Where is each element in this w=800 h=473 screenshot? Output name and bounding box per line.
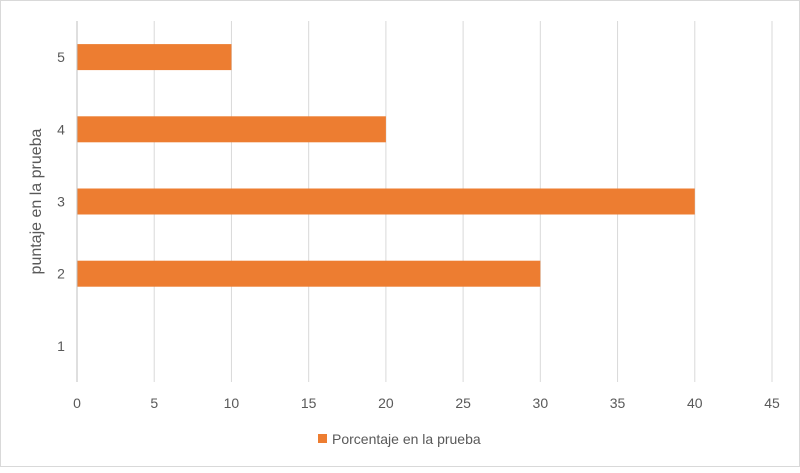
bars — [77, 44, 695, 287]
bar — [77, 44, 232, 71]
legend-label: Porcentaje en la prueba — [332, 431, 481, 447]
bar — [77, 260, 541, 287]
y-tick-label: 4 — [57, 121, 65, 137]
y-tick-labels: 1 2 3 4 5 — [57, 49, 65, 354]
legend-swatch — [318, 434, 327, 443]
x-tick-label: 35 — [610, 395, 626, 411]
x-tick-label: 10 — [224, 395, 240, 411]
x-tick-label: 45 — [764, 395, 780, 411]
x-tick-label: 15 — [301, 395, 317, 411]
x-tick-label: 20 — [378, 395, 394, 411]
y-tick-label: 1 — [57, 338, 65, 354]
x-tick-label: 0 — [73, 395, 81, 411]
y-tick-label: 5 — [57, 49, 65, 65]
legend: Porcentaje en la prueba — [318, 431, 481, 447]
x-tick-label: 30 — [533, 395, 549, 411]
x-tick-label: 5 — [150, 395, 158, 411]
x-tick-label: 25 — [455, 395, 471, 411]
x-tick-labels: 0 5 10 15 20 25 30 35 40 45 — [73, 395, 780, 411]
bar — [77, 116, 386, 143]
x-tick-label: 40 — [687, 395, 703, 411]
y-tick-label: 2 — [57, 266, 65, 282]
y-axis-label: puntaje en la prueba — [28, 128, 45, 274]
y-tick-label: 3 — [57, 194, 65, 210]
bar — [77, 188, 695, 215]
